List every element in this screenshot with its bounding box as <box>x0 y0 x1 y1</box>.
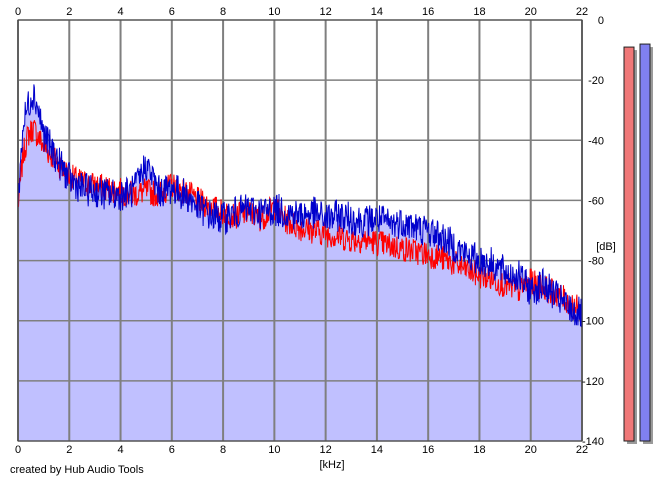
x-tick-label-top: 14 <box>371 6 383 18</box>
x-tick-label-top: 12 <box>320 6 332 18</box>
x-tick-label-bottom: 14 <box>371 444 383 456</box>
x-tick-label-bottom: 10 <box>268 444 280 456</box>
x-tick-label-top: 0 <box>15 6 21 18</box>
x-tick-label-top: 4 <box>117 6 123 18</box>
x-tick-label-bottom: 6 <box>169 444 175 456</box>
x-tick-label-top: 10 <box>268 6 280 18</box>
blue-level-meter <box>639 43 651 442</box>
x-tick-label-top: 6 <box>169 6 175 18</box>
x-tick-label-bottom: 8 <box>220 444 226 456</box>
y-tick-label: 0 <box>598 15 604 27</box>
level-meters <box>623 43 653 445</box>
y-tick-label: -20 <box>588 75 604 87</box>
x-tick-label-top: 2 <box>66 6 72 18</box>
x-tick-label-bottom: 4 <box>117 444 123 456</box>
series-layer <box>17 84 583 328</box>
x-tick-label-top: 8 <box>220 6 226 18</box>
x-tick-label-top: 22 <box>576 6 588 18</box>
plot-frame <box>17 19 583 442</box>
x-tick-label-bottom: 0 <box>15 444 21 456</box>
y-tick-label: -40 <box>588 135 604 147</box>
x-tick-label-bottom: 2 <box>66 444 72 456</box>
red-level-meter <box>623 46 635 442</box>
spectrum-fill-layer <box>18 84 582 442</box>
x-tick-label-bottom: 12 <box>320 444 332 456</box>
tick-label-layer: 002244668810101212141416161818202022220-… <box>15 6 604 456</box>
y-tick-label: -60 <box>588 195 604 207</box>
plot-frame-layer <box>17 19 583 442</box>
y-tick-label: -100 <box>582 316 604 328</box>
x-tick-label-top: 18 <box>473 6 485 18</box>
y-tick-label: -140 <box>582 436 604 448</box>
x-tick-label-bottom: 22 <box>576 444 588 456</box>
x-tick-label-bottom: 18 <box>473 444 485 456</box>
y-axis-label: [dB] <box>596 241 616 253</box>
x-axis-label: [kHz] <box>319 459 344 471</box>
x-tick-label-bottom: 20 <box>525 444 537 456</box>
x-tick-label-bottom: 16 <box>422 444 434 456</box>
y-tick-label: -120 <box>582 376 604 388</box>
y-tick-label: -80 <box>588 256 604 268</box>
blue-series-line <box>17 84 583 328</box>
spectrum-fill-area <box>18 84 582 442</box>
credit-text: created by Hub Audio Tools <box>10 464 144 476</box>
x-tick-label-top: 16 <box>422 6 434 18</box>
x-tick-label-top: 20 <box>525 6 537 18</box>
